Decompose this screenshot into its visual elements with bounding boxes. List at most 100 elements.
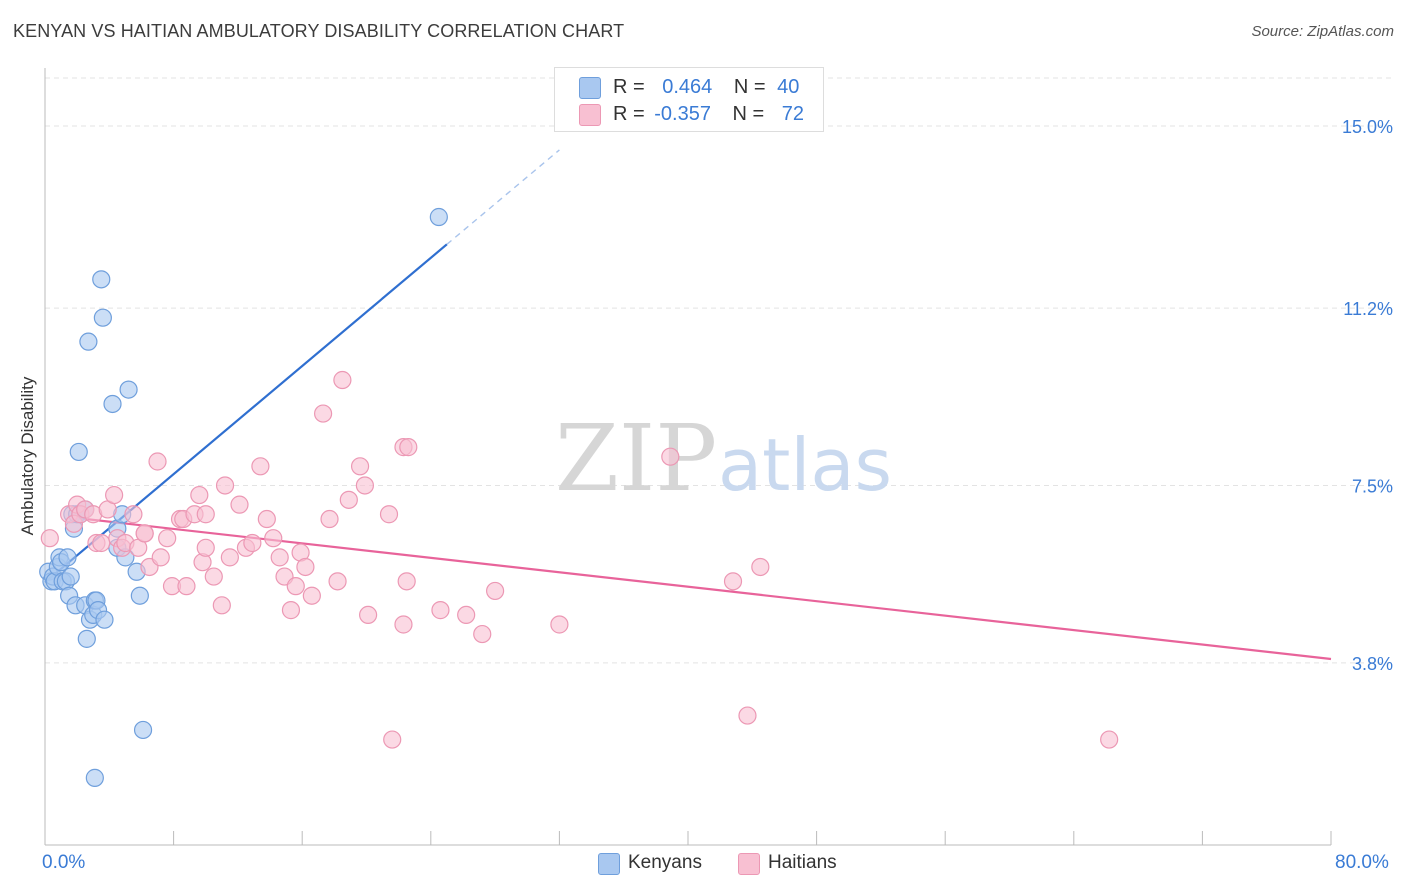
r-value-haitians: -0.357	[654, 103, 711, 125]
haitian-point	[40, 529, 59, 548]
kenyan-trend-line	[44, 243, 448, 584]
haitian-point	[473, 624, 492, 644]
haitian-swatch	[579, 104, 601, 126]
kenyan-point	[130, 586, 149, 605]
haitian-point	[350, 457, 370, 476]
x-tick-min: 0.0%	[42, 852, 86, 873]
legend-row-kenyans-text: R = 0.464 N = 40	[613, 76, 799, 99]
kenyan-point	[103, 394, 122, 414]
x-tick-max: 80.0%	[1335, 852, 1389, 873]
haitian-point	[190, 485, 209, 505]
haitian-point	[399, 438, 418, 457]
kenyan-point	[77, 629, 96, 648]
watermark: ZIP atlas	[555, 405, 892, 512]
haitian-point	[661, 447, 680, 466]
haitian-point	[257, 509, 276, 529]
haitian-point	[486, 581, 505, 601]
haitian-point	[212, 596, 231, 615]
kenyan-point	[119, 380, 138, 399]
haitian-point	[230, 495, 249, 514]
legend-label-kenyans: Kenyans	[628, 852, 702, 873]
kenyan-point	[93, 308, 112, 327]
correlation-legend: R = 0.464 N = 40 R = -0.357 N = 72	[554, 67, 824, 132]
haitian-point	[264, 529, 283, 548]
haitian-point	[243, 533, 262, 553]
haitian-swatch	[738, 853, 760, 875]
haitian-point	[204, 567, 223, 586]
kenyan-point	[85, 768, 104, 787]
r-value-kenyans: 0.464	[662, 76, 713, 98]
kenyan-trend-extension	[446, 149, 560, 245]
haitian-point	[196, 505, 215, 524]
haitian-point	[333, 370, 352, 390]
watermark-atlas: atlas	[718, 423, 892, 507]
watermark-zip: ZIP	[555, 405, 717, 512]
axis-layer	[44, 68, 1332, 846]
haitian-point	[313, 404, 333, 423]
haitian-point	[281, 601, 301, 620]
n-label: N =	[732, 103, 765, 125]
kenyan-point	[79, 332, 98, 351]
haitian-point	[379, 505, 399, 524]
haitian-point	[151, 548, 170, 567]
kenyan-point	[61, 567, 80, 586]
legend-label-haitians: Haitians	[768, 852, 837, 873]
n-label: N =	[733, 76, 766, 98]
haitian-point	[394, 615, 413, 634]
haitian-point	[431, 601, 450, 620]
haitian-point	[92, 533, 111, 553]
haitian-point	[550, 615, 569, 634]
haitian-point	[196, 538, 215, 557]
y-tick-label: 7.5%	[1352, 476, 1393, 496]
haitian-point	[220, 548, 239, 567]
kenyan-point	[92, 270, 111, 289]
haitian-point	[135, 524, 154, 543]
y-axis-label: Ambulatory Disability	[18, 376, 37, 536]
kenyan-point	[429, 207, 448, 227]
haitian-point	[158, 529, 177, 548]
haitian-points	[40, 370, 1119, 749]
haitian-point	[270, 548, 289, 567]
haitian-trend-line	[77, 516, 1332, 661]
haitian-point	[177, 577, 196, 596]
haitian-point	[723, 572, 743, 591]
r-label: R =	[613, 103, 645, 125]
haitian-point	[302, 586, 321, 605]
haitian-point	[751, 557, 770, 577]
y-tick-label: 3.8%	[1352, 654, 1393, 674]
haitian-point	[328, 572, 347, 591]
n-value-haitians: 72	[781, 103, 805, 125]
y-tick-label: 15.0%	[1342, 117, 1393, 137]
haitian-point	[355, 476, 374, 495]
haitian-point	[359, 605, 378, 625]
n-value-kenyans: 40	[777, 76, 800, 98]
haitian-point	[124, 505, 143, 524]
r-label: R =	[613, 76, 645, 98]
haitian-point	[251, 457, 270, 476]
kenyan-swatch	[579, 77, 601, 99]
legend-row-haitians-text: R = -0.357 N = 72	[613, 103, 804, 126]
haitian-point	[1100, 730, 1119, 749]
haitian-point	[296, 557, 315, 577]
haitian-point	[397, 572, 416, 591]
kenyan-point	[95, 610, 114, 629]
kenyan-point	[133, 720, 153, 740]
y-tick-label: 11.2%	[1343, 299, 1393, 319]
kenyan-point	[69, 442, 88, 462]
source-credit: Source: ZipAtlas.com	[1251, 23, 1394, 40]
haitian-point	[383, 730, 402, 749]
haitian-point	[738, 706, 757, 725]
haitian-point	[457, 605, 476, 625]
haitian-point	[148, 452, 167, 471]
y-tick-labels: 3.8% 7.5% 11.2% 15.0%	[1342, 117, 1393, 674]
haitian-point	[215, 476, 235, 495]
haitian-point	[339, 490, 358, 509]
kenyan-point	[58, 548, 77, 567]
chart-title: KENYAN VS HAITIAN AMBULATORY DISABILITY …	[13, 21, 625, 41]
haitian-point	[105, 485, 124, 505]
kenyan-swatch	[598, 853, 620, 875]
grid-layer	[45, 77, 1393, 664]
haitian-point	[320, 509, 339, 529]
haitian-point	[286, 577, 305, 596]
